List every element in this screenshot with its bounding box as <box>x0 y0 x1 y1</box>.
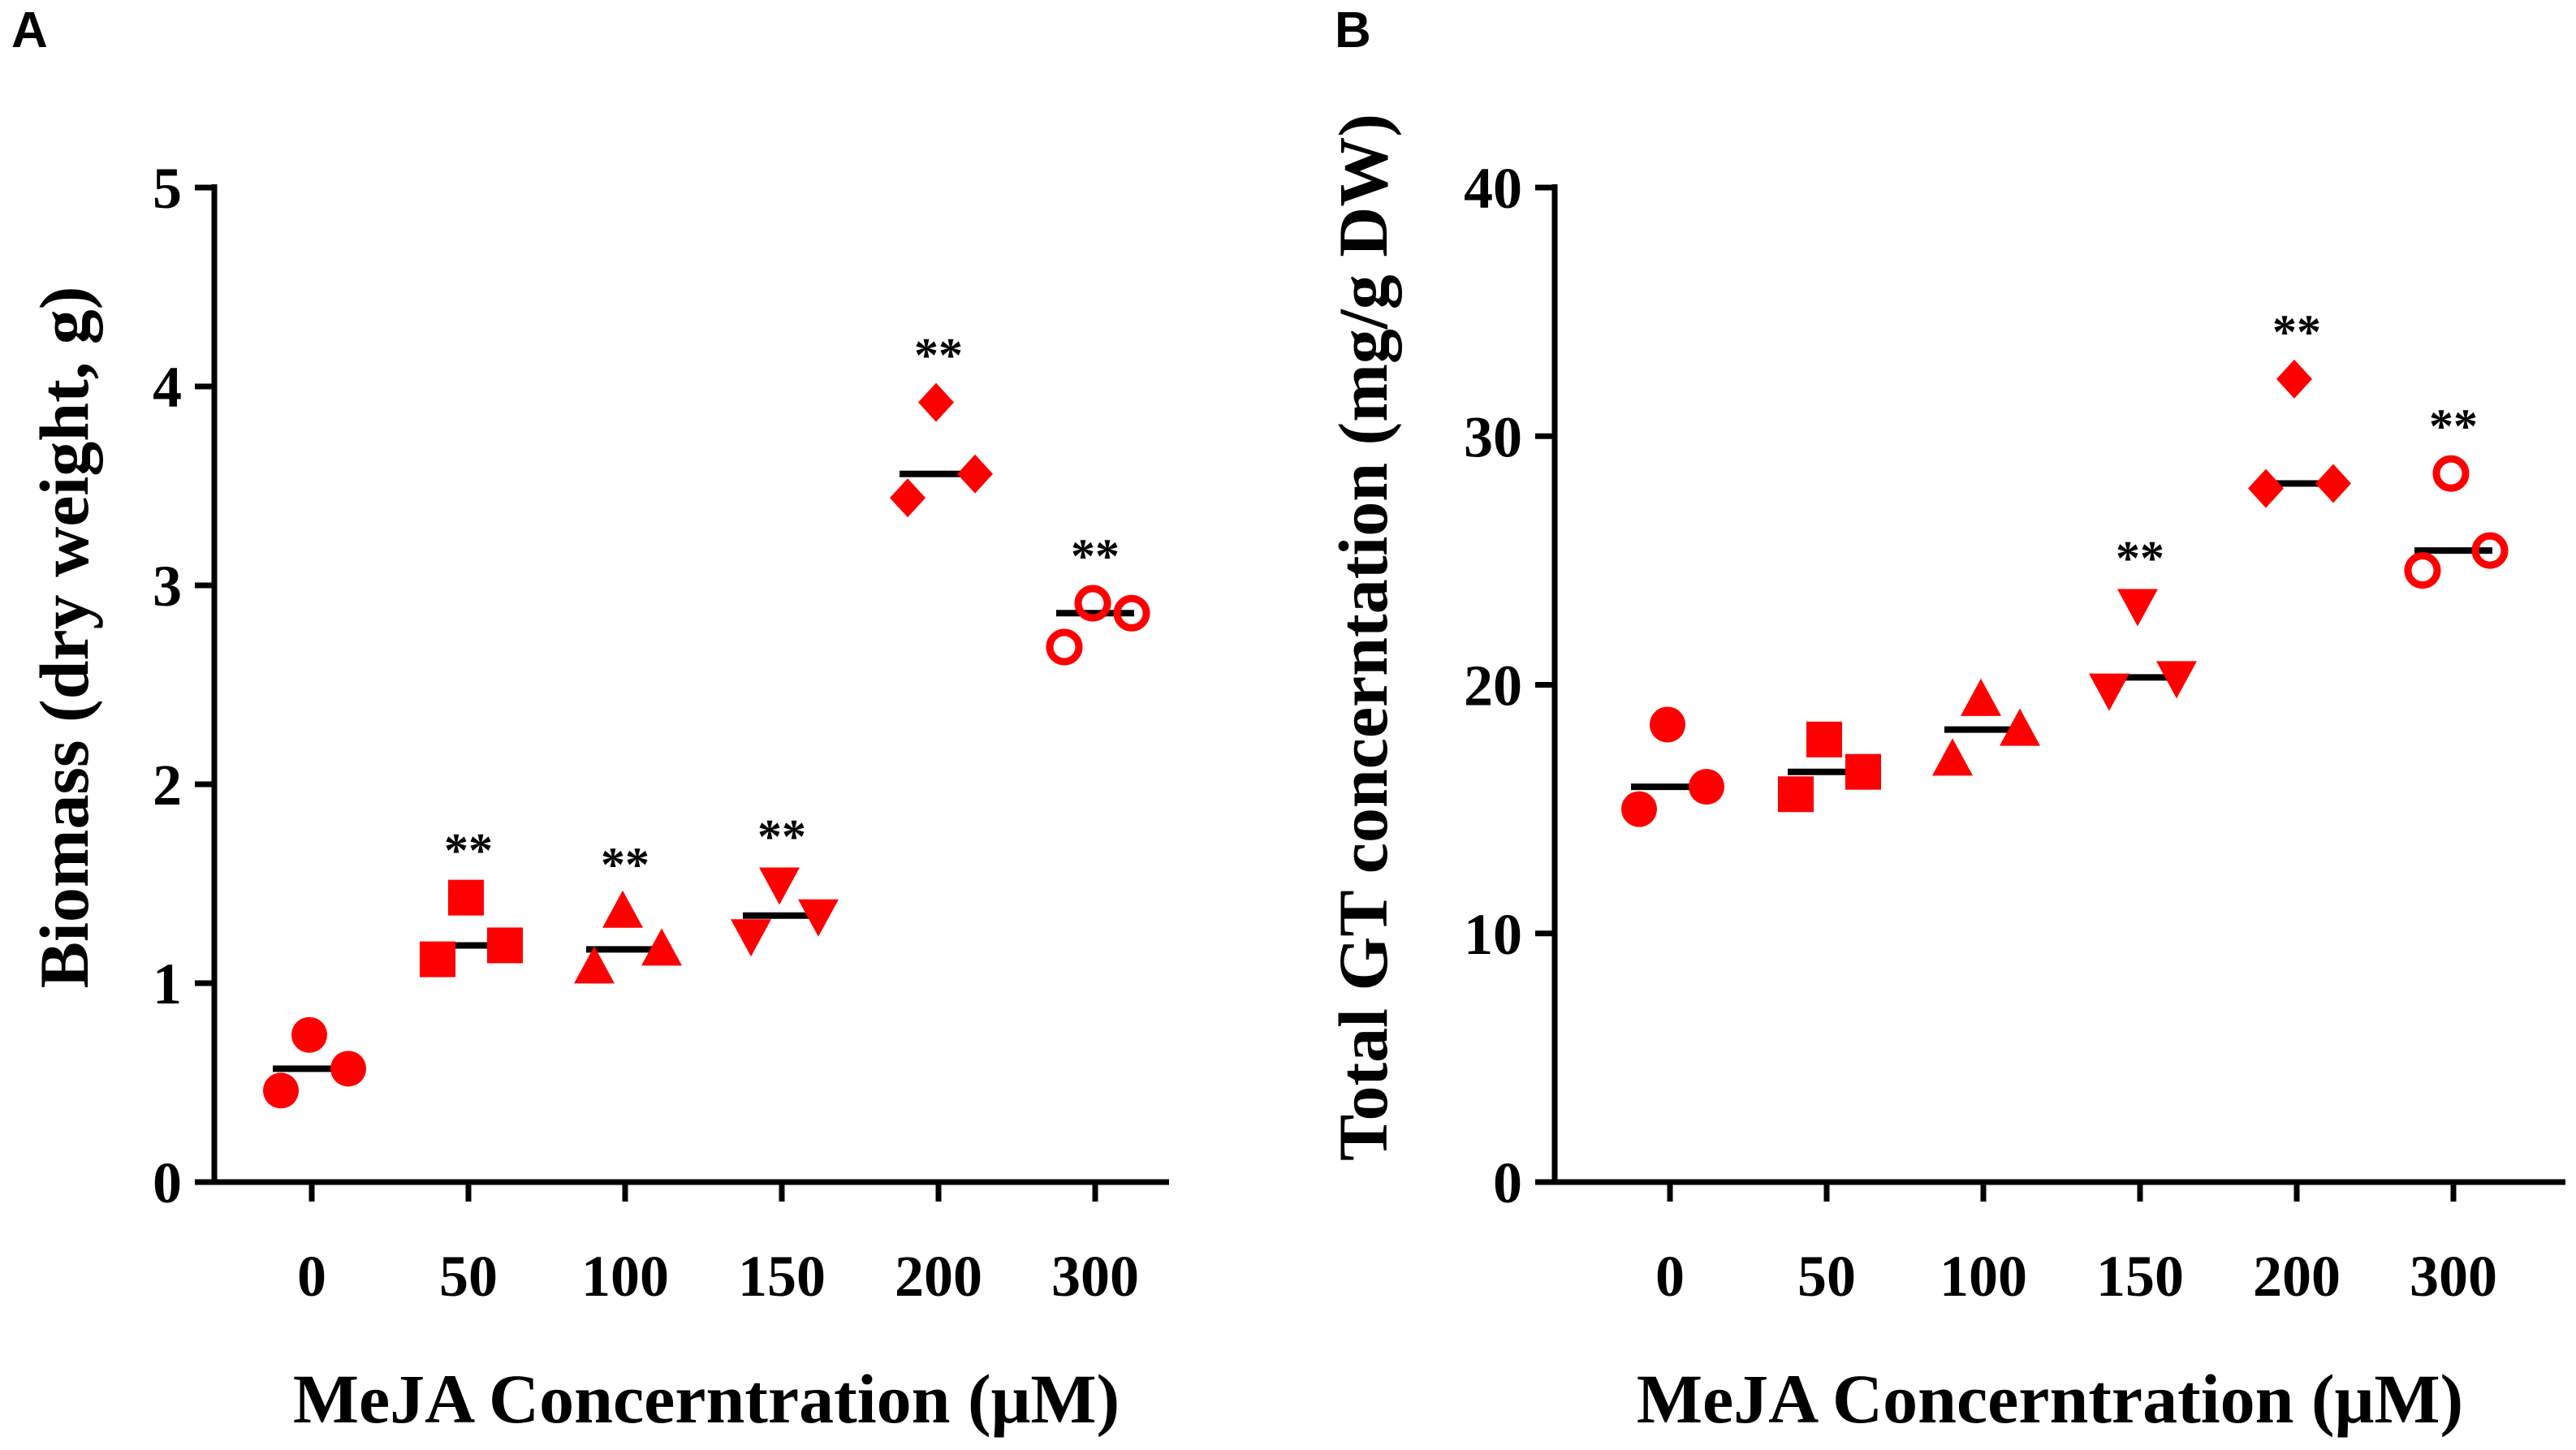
significance-label-b: ** <box>2116 532 2164 585</box>
x-tick-label-b: 0 <box>1655 1244 1685 1309</box>
y-tick-label-b: 10 <box>1464 902 1522 967</box>
data-point-a <box>602 890 643 928</box>
x-tick-label-a: 100 <box>581 1244 669 1309</box>
significance-label-a: ** <box>444 824 493 878</box>
data-point-b <box>2315 464 2351 503</box>
significance-label-b: ** <box>2429 399 2478 453</box>
data-point-b <box>2248 468 2284 508</box>
y-axis-title-a: Biomass (dry weight, g) <box>25 287 103 989</box>
y-tick-label-b: 20 <box>1464 654 1522 719</box>
data-point-b <box>1932 738 1973 776</box>
data-point-b <box>1806 721 1842 757</box>
data-point-b <box>1689 769 1724 805</box>
data-point-a <box>759 867 800 905</box>
data-point-a <box>1113 594 1150 632</box>
data-point-a <box>487 927 523 964</box>
y-tick-label-a: 0 <box>153 1150 182 1215</box>
significance-label-a: ** <box>914 329 963 382</box>
x-tick-label-a: 150 <box>738 1244 826 1309</box>
data-point-a <box>1074 585 1111 622</box>
data-point-a <box>957 454 993 494</box>
y-tick-label-a: 3 <box>153 554 182 619</box>
panel-letter-b: B <box>1335 2 1371 58</box>
data-point-a <box>641 928 682 966</box>
data-point-b <box>2000 708 2040 746</box>
y-tick-label-a: 2 <box>153 753 182 818</box>
data-point-b <box>2156 661 2197 699</box>
significance-label-a: ** <box>757 810 806 864</box>
x-tick-label-a: 50 <box>439 1244 498 1309</box>
data-point-a <box>448 879 484 916</box>
data-point-a <box>890 478 926 518</box>
data-point-a <box>263 1072 299 1109</box>
x-tick-label-b: 200 <box>2253 1244 2341 1309</box>
x-axis-title-a: MeJA Concerntration (μM) <box>293 1360 1120 1438</box>
data-point-b <box>2404 552 2441 589</box>
data-point-a <box>731 919 771 957</box>
y-tick-label-b: 40 <box>1464 156 1522 221</box>
panel-letter-a: A <box>11 2 48 58</box>
y-tick-label-b: 30 <box>1464 404 1522 469</box>
y-tick-label-a: 5 <box>153 156 182 221</box>
data-point-b <box>1778 776 1814 813</box>
y-tick-label-b: 0 <box>1493 1150 1522 1215</box>
data-point-b <box>2089 673 2129 711</box>
x-tick-label-b: 150 <box>2096 1244 2184 1309</box>
data-point-a <box>574 946 615 984</box>
y-tick-label-a: 1 <box>153 952 182 1016</box>
data-point-b <box>2117 589 2158 627</box>
data-point-a <box>291 1016 327 1053</box>
data-point-a <box>1046 628 1083 666</box>
data-point-b <box>2276 359 2312 399</box>
significance-label-a: ** <box>1071 529 1120 583</box>
x-tick-label-a: 0 <box>297 1244 326 1309</box>
y-tick-label-a: 4 <box>153 355 182 420</box>
panel-b: B 0 10 20 30 40 0 50 100 150 200 300 ** ** ** MeJA Co… <box>1324 2 2565 1438</box>
x-tick-label-b: 100 <box>1940 1244 2027 1309</box>
significance-label-a: ** <box>601 838 649 891</box>
data-point-b <box>1650 706 1685 743</box>
data-point-b <box>2471 532 2509 569</box>
y-axis-title-b: Total GT concerntation (mg/g DW) <box>1324 114 1402 1161</box>
data-point-a <box>330 1051 366 1087</box>
x-tick-label-b: 300 <box>2410 1244 2497 1309</box>
x-tick-label-b: 50 <box>1797 1244 1856 1309</box>
x-tick-label-a: 200 <box>895 1244 982 1309</box>
data-point-b <box>2432 455 2470 492</box>
data-point-a <box>918 382 954 422</box>
x-axis-title-b: MeJA Concerntration (μM) <box>1637 1360 2463 1438</box>
data-point-b <box>1961 678 2001 716</box>
x-tick-label-a: 300 <box>1051 1244 1139 1309</box>
data-point-a <box>798 899 839 937</box>
plot-area-b: 0 10 20 30 40 0 50 100 150 200 300 ** ** ** <box>1464 156 2565 1309</box>
data-point-a <box>420 941 455 977</box>
data-point-b <box>1845 753 1881 790</box>
significance-label-b: ** <box>2272 305 2321 359</box>
data-point-b <box>1621 791 1657 827</box>
